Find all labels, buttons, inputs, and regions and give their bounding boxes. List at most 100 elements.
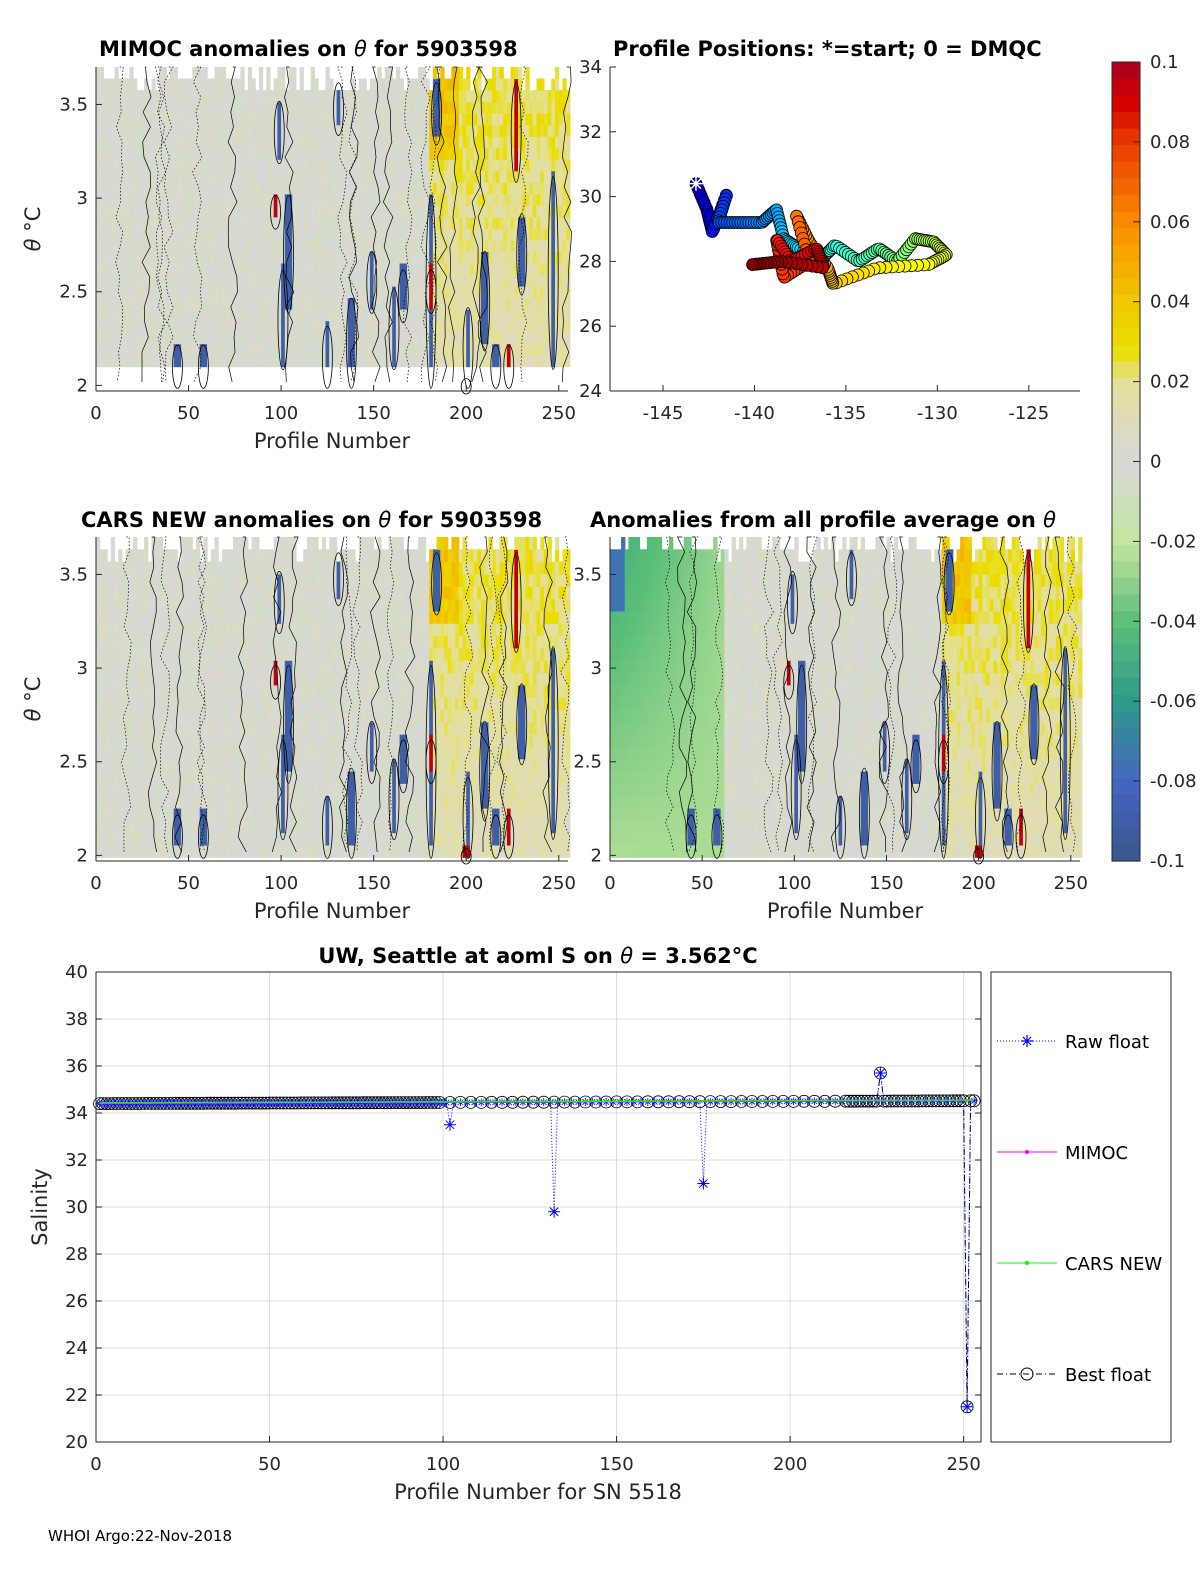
heatmap-cell [388,193,393,206]
heatmap-cell [125,832,130,846]
heatmap-cell [421,159,427,172]
heatmap-cell [340,274,345,287]
heatmap-cell [166,124,171,137]
heatmap-cell [314,343,319,356]
heatmap-cell [262,561,267,575]
heatmap-cell [399,251,404,264]
heatmap-cell [203,159,208,172]
heatmap-cell [547,136,552,149]
heatmap-cell [173,795,178,809]
heatmap-cell [199,216,204,229]
heatmap-cell [203,709,208,723]
heatmap-cell [410,297,415,310]
heatmap-cell [166,355,171,368]
heatmap-cell [262,182,267,195]
heatmap-cell [321,228,327,241]
heatmap-cell [295,124,301,137]
heatmap-cell [310,136,315,149]
heatmap-cell [170,228,175,241]
heatmap-cell [258,332,264,345]
heatmap-cell [103,309,108,322]
heatmap-cell [495,343,501,356]
heatmap-cell [184,771,190,784]
heatmap-cell [244,709,249,723]
heatmap-cell [432,182,438,195]
heatmap-cell [262,147,267,160]
heatmap-cell [262,623,267,637]
heatmap-cell [270,672,275,686]
heatmap-cell [155,239,160,252]
heatmap-cell [295,758,301,772]
heatmap-cell [292,101,297,114]
heatmap-cell [99,343,104,356]
heatmap-cell [273,216,278,229]
heatmap-cell [310,355,315,368]
heatmap-cell [292,734,297,747]
heatmap-cell [118,721,123,735]
heatmap-cell [229,274,234,287]
heatmap-cell [114,286,119,299]
heatmap-cell [362,78,367,91]
heatmap-cell [310,623,315,637]
heatmap-cell [214,205,219,218]
heatmap-cell [99,170,104,183]
heatmap-cell [173,808,178,821]
heatmap-cell [521,274,526,287]
heatmap-cell [488,355,493,368]
heatmap-cell [155,251,160,264]
heatmap-cell [288,746,293,760]
heatmap-cell [562,136,567,149]
heatmap-cell [521,101,526,114]
heatmap-cell [503,228,508,241]
heatmap-cell [514,67,519,80]
heatmap-cell [310,586,315,600]
heatmap-cell [158,721,164,735]
heatmap-cell [170,783,175,797]
heatmap-cell [262,90,267,103]
heatmap-cell [451,320,456,333]
heatmap-cell [270,216,275,229]
heatmap-cell [288,734,293,747]
heatmap-cell [303,783,308,797]
heatmap-cell [214,586,219,600]
heatmap-cell [314,182,319,195]
heatmap-cell [240,537,245,550]
heatmap-cell [455,343,460,356]
heatmap-cell [158,343,164,356]
heatmap-cell [314,783,319,797]
heatmap-cell [562,216,567,229]
heatmap-cell [240,561,245,575]
heatmap-cell [288,67,293,80]
heatmap-cell [277,343,282,356]
heatmap-cell [155,549,160,563]
heatmap-cell [373,113,378,126]
heatmap-cell [414,251,419,264]
heatmap-cell [229,586,234,600]
heatmap-cell [162,170,167,183]
heatmap-cell [281,216,286,229]
heatmap-cell [236,746,241,760]
heatmap-cell [192,832,197,846]
heatmap-cell [129,193,134,206]
heatmap-cell [158,808,164,821]
heatmap-cell [536,124,541,137]
heatmap-cell [440,205,445,218]
heatmap-cell [140,771,145,784]
heatmap-cell [292,635,297,649]
heatmap-cell [155,574,160,587]
heatmap-cell [166,113,171,126]
heatmap-cell [540,124,545,137]
heatmap-cell [218,771,223,784]
heatmap-cell [240,124,245,137]
heatmap-cell [281,343,286,356]
heatmap-cell [288,709,293,723]
heatmap-cell [236,771,241,784]
heatmap-cell [221,697,227,710]
heatmap-cell [410,90,415,103]
heatmap-cell [310,274,315,287]
heatmap-cell [292,795,297,809]
heatmap-cell [499,205,504,218]
heatmap-cell [543,274,549,287]
heatmap-cell [225,113,230,126]
heatmap-cell [510,101,515,114]
